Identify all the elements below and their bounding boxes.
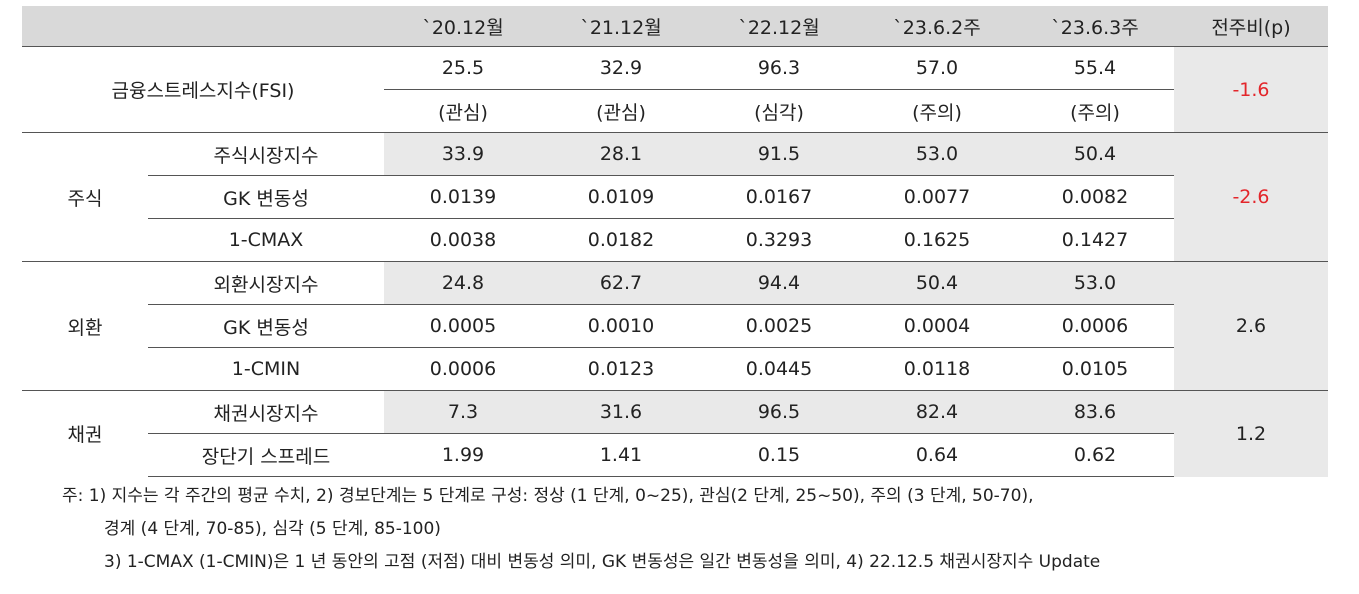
fx-row: 외환 외환시장지수 24.8 62.7 94.4 50.4 53.0 2.6 (22, 261, 1328, 391)
cell: 33.9 (384, 132, 542, 176)
cell: 83.6 (1016, 390, 1174, 434)
cell: 0.0182 (542, 218, 700, 262)
row-label: 1-CMAX (148, 218, 384, 262)
row-label: 장단기 스프레드 (148, 433, 384, 477)
bond-change: 1.2 (1174, 390, 1328, 477)
cell: 0.0004 (858, 304, 1016, 348)
header-row: `20.12월 `21.12월 `22.12월 `23.6.2주 `23.6.3… (22, 6, 1328, 47)
row-label: 주식시장지수 (148, 132, 384, 176)
cell: 28.1 (542, 132, 700, 176)
fsi-level: (관심) (542, 89, 700, 133)
fsi-value: 32.9 (542, 46, 700, 90)
cell: 0.0105 (1016, 347, 1174, 391)
cell: 0.0038 (384, 218, 542, 262)
fx-change: 2.6 (1174, 261, 1328, 391)
cell: 0.0445 (700, 347, 858, 391)
fsi-value: 57.0 (858, 46, 1016, 90)
fx-row: GK 변동성 0.0005 0.0010 0.0025 0.0004 0.000… (22, 304, 1328, 348)
row-label: GK 변동성 (148, 304, 384, 348)
fsi-value: 25.5 (384, 46, 542, 90)
footnote-line: 경계 (4 단계, 70-85), 심각 (5 단계, 85-100) (104, 519, 441, 539)
cell: 53.0 (858, 132, 1016, 176)
cell: 82.4 (858, 390, 1016, 434)
cell: 0.0006 (1016, 304, 1174, 348)
header-col: `20.12월 (384, 6, 542, 47)
fsi-level-row: (관심) (관심) (심각) (주의) (주의) (22, 89, 1328, 133)
stock-row: 주식 주식시장지수 33.9 28.1 91.5 53.0 50.4 -2.6 (22, 132, 1328, 262)
cell: 96.5 (700, 390, 858, 434)
cell: 0.15 (700, 433, 858, 477)
stock-change: -2.6 (1174, 132, 1328, 262)
footnotes: 주: 1) 지수는 각 주간의 평균 수치, 2) 경보단계는 5 단계로 구성… (62, 480, 1100, 579)
cell: 53.0 (1016, 261, 1174, 305)
bond-row: 장단기 스프레드 1.99 1.41 0.15 0.64 0.62 (22, 433, 1328, 477)
bond-label: 채권 (22, 390, 148, 477)
header-col: `23.6.2주 (858, 6, 1016, 47)
cell: 0.0025 (700, 304, 858, 348)
row-label: GK 변동성 (148, 175, 384, 219)
cell: 62.7 (542, 261, 700, 305)
fsi-level: (심각) (700, 89, 858, 133)
cell: 50.4 (1016, 132, 1174, 176)
row-label: 외환시장지수 (148, 261, 384, 305)
fx-row: 1-CMIN 0.0006 0.0123 0.0445 0.0118 0.010… (22, 347, 1328, 391)
header-col: `22.12월 (700, 6, 858, 47)
cell: 0.1427 (1016, 218, 1174, 262)
row-label: 1-CMIN (148, 347, 384, 391)
cell: 0.0082 (1016, 175, 1174, 219)
fsi-row: 금융스트레스지수(FSI) 25.5 32.9 96.3 57.0 55.4 -… (22, 46, 1328, 133)
cell: 91.5 (700, 132, 858, 176)
header-corner (22, 6, 384, 47)
cell: 1.99 (384, 433, 542, 477)
fsi-value: 55.4 (1016, 46, 1174, 90)
bond-row: 채권 채권시장지수 7.3 31.6 96.5 82.4 83.6 1.2 (22, 390, 1328, 477)
cell: 7.3 (384, 390, 542, 434)
cell: 0.0109 (542, 175, 700, 219)
cell: 0.0118 (858, 347, 1016, 391)
header-col: `21.12월 (542, 6, 700, 47)
cell: 0.0077 (858, 175, 1016, 219)
cell: 0.0123 (542, 347, 700, 391)
cell: 0.62 (1016, 433, 1174, 477)
cell: 0.0005 (384, 304, 542, 348)
fsi-label: 금융스트레스지수(FSI) (22, 46, 384, 133)
cell: 1.41 (542, 433, 700, 477)
fsi-change: -1.6 (1174, 46, 1328, 133)
row-label: 채권시장지수 (148, 390, 384, 434)
cell: 0.0010 (542, 304, 700, 348)
fsi-value: 96.3 (700, 46, 858, 90)
header-col: `23.6.3주 (1016, 6, 1174, 47)
cell: 31.6 (542, 390, 700, 434)
cell: 0.64 (858, 433, 1016, 477)
cell: 0.0139 (384, 175, 542, 219)
fx-label: 외환 (22, 261, 148, 391)
cell: 0.1625 (858, 218, 1016, 262)
cell: 50.4 (858, 261, 1016, 305)
cell: 0.0006 (384, 347, 542, 391)
footnote-line: 3) 1-CMAX (1-CMIN)은 1 년 동안의 고점 (저점) 대비 변… (104, 552, 1101, 572)
cell: 24.8 (384, 261, 542, 305)
cell: 0.0167 (700, 175, 858, 219)
fsi-table: `20.12월 `21.12월 `22.12월 `23.6.2주 `23.6.3… (22, 6, 1328, 477)
header-change: 전주비(p) (1174, 6, 1328, 47)
footnote-line: 주: 1) 지수는 각 주간의 평균 수치, 2) 경보단계는 5 단계로 구성… (62, 486, 1034, 506)
fsi-level: (주의) (1016, 89, 1174, 133)
stock-row: GK 변동성 0.0139 0.0109 0.0167 0.0077 0.008… (22, 175, 1328, 219)
stock-row: 1-CMAX 0.0038 0.0182 0.3293 0.1625 0.142… (22, 218, 1328, 262)
fsi-level: (관심) (384, 89, 542, 133)
cell: 0.3293 (700, 218, 858, 262)
fsi-level: (주의) (858, 89, 1016, 133)
cell: 94.4 (700, 261, 858, 305)
stock-label: 주식 (22, 132, 148, 262)
